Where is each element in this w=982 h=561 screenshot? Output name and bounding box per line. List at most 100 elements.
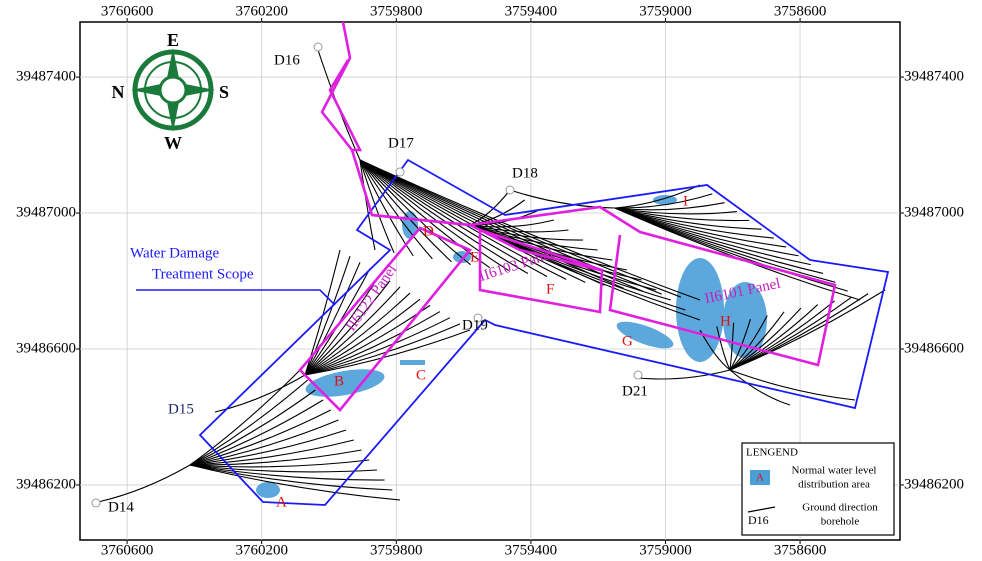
flow-line: [359, 159, 471, 266]
flow-line: [614, 207, 774, 239]
area-label: D: [423, 223, 434, 239]
x-tick-label: 3759400: [505, 542, 558, 558]
flow-line: [97, 464, 191, 503]
area-label: F: [546, 281, 554, 297]
area-label: C: [416, 367, 426, 383]
flow-line: [614, 207, 787, 248]
y-tick-label: 39486600: [16, 340, 76, 356]
flow-line: [359, 159, 433, 260]
flow-line: [189, 439, 354, 466]
x-tick-label: 3759000: [639, 3, 692, 19]
flow-line: [614, 207, 750, 222]
compass-letter: S: [219, 82, 229, 102]
flow-line: [729, 307, 802, 371]
flow-line: [304, 298, 421, 376]
y-tick-label: 39486200: [16, 476, 76, 492]
x-tick-label: 3760200: [235, 542, 288, 558]
area-label: E: [470, 249, 479, 265]
flow-line: [189, 399, 324, 466]
x-tick-label: 3760600: [101, 3, 154, 19]
flow-line: [359, 159, 701, 301]
flow-line: [189, 369, 301, 466]
x-tick-label: 3758600: [774, 542, 827, 558]
flow-line: [614, 202, 725, 211]
legend-borehole-symbol: D16: [748, 513, 769, 527]
borehole-label: D21: [622, 383, 648, 399]
legend-line: [747, 506, 776, 513]
flow-line: [469, 224, 598, 251]
flow-line: [614, 184, 701, 209]
compass: [131, 48, 215, 132]
flow-line: [189, 409, 332, 466]
flow-line: [729, 289, 886, 371]
y-tick-label: 39486600: [904, 340, 964, 356]
flow-line: [189, 419, 339, 466]
flow-line: [189, 464, 393, 491]
flow-line: [359, 159, 376, 251]
flow-line: [189, 389, 316, 466]
flow-line: [637, 369, 731, 380]
area-label: B: [334, 373, 344, 389]
flow-line: [729, 369, 791, 406]
legend-text: Ground direction: [802, 502, 878, 514]
flow-line: [469, 219, 554, 228]
x-tick-label: 3759000: [639, 542, 692, 558]
y-tick-label: 39487400: [904, 69, 964, 85]
flow-line: [716, 326, 731, 371]
flow-line: [304, 280, 391, 376]
flow-line: [304, 286, 401, 376]
y-tick-label: 39486200: [904, 476, 964, 492]
scope-arrow: [136, 289, 336, 306]
flow-line: [359, 159, 452, 263]
flow-line: [359, 159, 510, 272]
flow-line: [189, 464, 385, 481]
flow-line: [214, 374, 306, 413]
flow-line: [189, 459, 370, 468]
legend-title: LENGEND: [746, 447, 798, 459]
scope-label: Treatment Scope: [152, 266, 254, 282]
flow-line: [509, 189, 616, 209]
flow-line: [614, 207, 762, 230]
y-tick-label: 39487000: [904, 204, 964, 220]
flow-line: [614, 193, 713, 209]
flow-line: [304, 323, 461, 376]
borehole-markers: [91, 42, 643, 508]
borehole-label: D18: [512, 165, 538, 181]
flow-line: [304, 274, 381, 376]
flow-line: [304, 262, 361, 376]
x-tick-label: 3759400: [505, 3, 558, 19]
flow-line: [359, 159, 529, 275]
legend-box: [741, 442, 895, 536]
flow-line: [729, 318, 751, 371]
legend-text: Normal water level: [792, 465, 877, 477]
borehole-label: D14: [108, 499, 134, 515]
area-label: G: [622, 333, 633, 349]
area-label: I: [683, 193, 688, 209]
scope-boundary: [198, 158, 890, 506]
flow-line: [189, 429, 347, 466]
legend-text: borehole: [821, 516, 860, 528]
legend-area-swatch: [750, 470, 770, 485]
x-tick-label: 3760600: [101, 542, 154, 558]
flow-line: [729, 369, 856, 401]
borehole-label: D17: [388, 135, 414, 151]
legend-text: distribution area: [798, 479, 870, 491]
flow-line: [189, 464, 401, 501]
legend-area-symbol: A: [756, 472, 764, 484]
flow-line: [304, 255, 351, 376]
x-tick-label: 3760200: [235, 3, 288, 19]
compass-letter: W: [164, 133, 182, 153]
flow-line: [469, 224, 569, 233]
compass-letter: N: [112, 82, 125, 102]
flow-line: [359, 159, 682, 298]
flow-line: [469, 224, 584, 241]
x-tick-label: 3759800: [370, 542, 423, 558]
borehole-label: D15: [168, 401, 194, 417]
x-tick-label: 3758600: [774, 3, 827, 19]
flow-lines: [97, 49, 886, 503]
flow-line: [189, 379, 309, 466]
flow-line: [304, 329, 471, 376]
compass-letter: E: [167, 30, 179, 50]
flow-line: [729, 322, 735, 371]
